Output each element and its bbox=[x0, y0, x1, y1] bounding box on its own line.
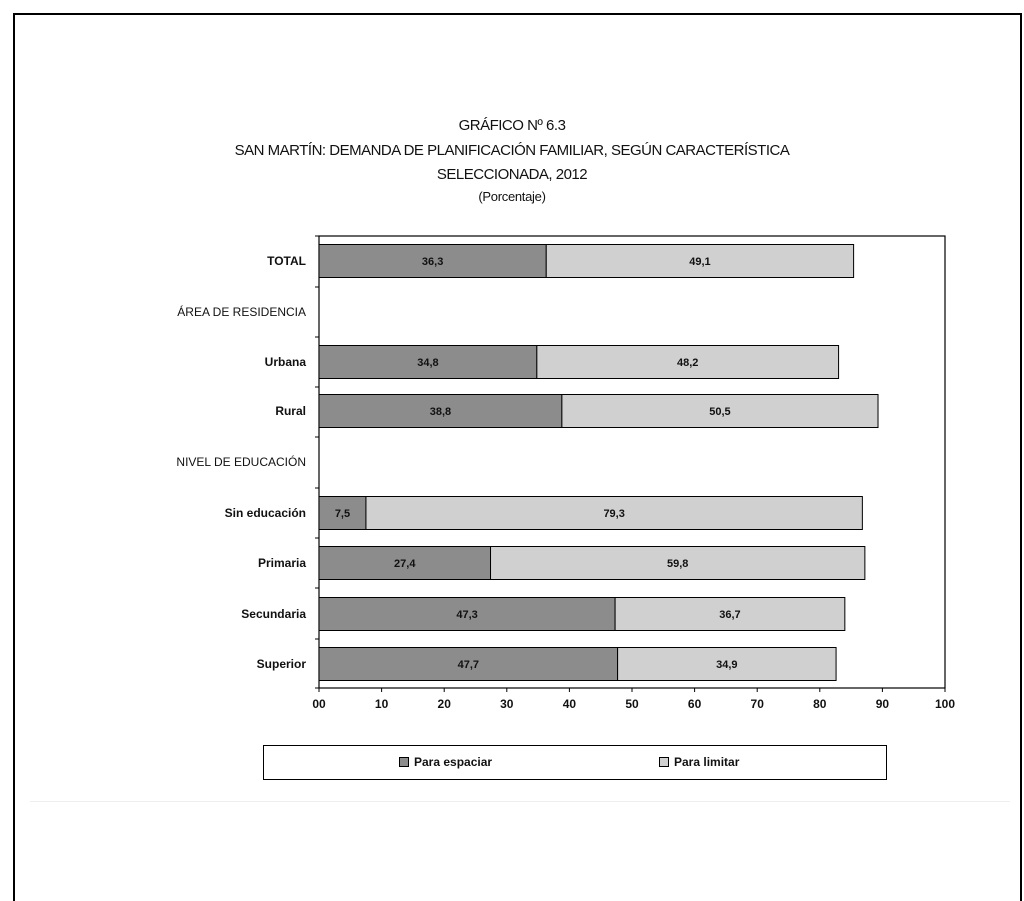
x-tick-label-50: 50 bbox=[625, 697, 639, 711]
bar-para-espaciar-primaria bbox=[318, 546, 492, 580]
bar-para-limitar-secundaria bbox=[614, 597, 846, 631]
data-label-para-espaciar-secundaria: 47,3 bbox=[456, 609, 477, 621]
bar-para-limitar-rural bbox=[561, 394, 879, 428]
legend-label-para-espaciar: Para espaciar bbox=[414, 755, 493, 769]
bar-para-limitar-primaria bbox=[490, 546, 866, 580]
data-label-para-limitar-secundaria: 36,7 bbox=[719, 609, 740, 621]
x-tick-label-100: 100 bbox=[935, 697, 955, 711]
legend-entry-para-espaciar: Para espaciar bbox=[399, 755, 492, 769]
x-tick-label-10: 10 bbox=[375, 697, 389, 711]
category-label-nivel-de-educacion: NIVEL DE EDUCACIÓN bbox=[176, 454, 306, 469]
chart-subtitle-line-2: SELECCIONADA, 2012 bbox=[436, 166, 588, 183]
data-label-para-limitar-urbana: 48,2 bbox=[677, 357, 698, 369]
legend-entry-para-limitar: Para limitar bbox=[659, 755, 739, 769]
chart-units: (Porcentaje) bbox=[478, 189, 546, 204]
data-label-para-limitar-superior: 34,9 bbox=[716, 659, 737, 671]
data-label-para-espaciar-urbana: 34,8 bbox=[417, 357, 438, 369]
bar-para-espaciar-total bbox=[318, 244, 547, 278]
data-label-para-limitar-rural: 50,5 bbox=[709, 406, 730, 418]
bar-para-espaciar-rural bbox=[318, 394, 563, 428]
bar-para-limitar-total bbox=[545, 244, 855, 278]
category-label-primaria: Primaria bbox=[258, 556, 306, 570]
data-label-para-espaciar-rural: 38,8 bbox=[430, 406, 451, 418]
chart-title: GRÁFICO Nº 6.3 bbox=[458, 117, 566, 134]
data-label-para-espaciar-superior: 47,7 bbox=[458, 659, 479, 671]
data-label-para-espaciar-total: 36,3 bbox=[422, 256, 443, 268]
category-label-superior: Superior bbox=[257, 657, 307, 671]
category-label-rural: Rural bbox=[275, 404, 306, 418]
category-label-area-de-residencia: ÁREA DE RESIDENCIA bbox=[177, 304, 306, 319]
data-label-para-espaciar-sin-educacion: 7,5 bbox=[335, 508, 350, 520]
data-label-para-limitar-total: 49,1 bbox=[689, 256, 710, 268]
legend-label-para-limitar: Para limitar bbox=[674, 755, 740, 769]
x-tick-label-30: 30 bbox=[500, 697, 514, 711]
bar-para-limitar-urbana bbox=[536, 345, 840, 379]
divider-line bbox=[30, 801, 1010, 802]
x-tick-label-70: 70 bbox=[751, 697, 765, 711]
x-tick-label-20: 20 bbox=[438, 697, 452, 711]
bar-para-espaciar-urbana bbox=[318, 345, 538, 379]
data-label-para-limitar-sin-educacion: 79,3 bbox=[603, 508, 624, 520]
chart-legend: Para espaciar Para limitar bbox=[263, 745, 887, 780]
chart-subtitle-line-1: SAN MARTÍN: DEMANDA DE PLANIFICACIÓN FAM… bbox=[234, 142, 790, 159]
legend-swatch-para-espaciar bbox=[399, 757, 409, 767]
x-tick-label-90: 90 bbox=[876, 697, 890, 711]
x-tick-label-00: 00 bbox=[312, 697, 326, 711]
category-label-total: TOTAL bbox=[267, 254, 306, 268]
bar-para-limitar-sin-educacion bbox=[365, 496, 863, 530]
legend-swatch-para-limitar bbox=[659, 757, 669, 767]
bar-para-limitar-superior bbox=[617, 647, 837, 681]
x-tick-label-80: 80 bbox=[813, 697, 827, 711]
category-label-secundaria: Secundaria bbox=[241, 607, 306, 621]
x-tick-label-40: 40 bbox=[563, 697, 577, 711]
page-frame bbox=[13, 13, 1022, 901]
category-label-sin-educacion: Sin educación bbox=[225, 506, 306, 520]
x-tick-label-60: 60 bbox=[688, 697, 702, 711]
data-label-para-limitar-primaria: 59,8 bbox=[667, 558, 688, 570]
data-label-para-espaciar-primaria: 27,4 bbox=[394, 558, 416, 570]
category-label-urbana: Urbana bbox=[265, 355, 307, 369]
bar-para-espaciar-superior bbox=[318, 647, 619, 681]
